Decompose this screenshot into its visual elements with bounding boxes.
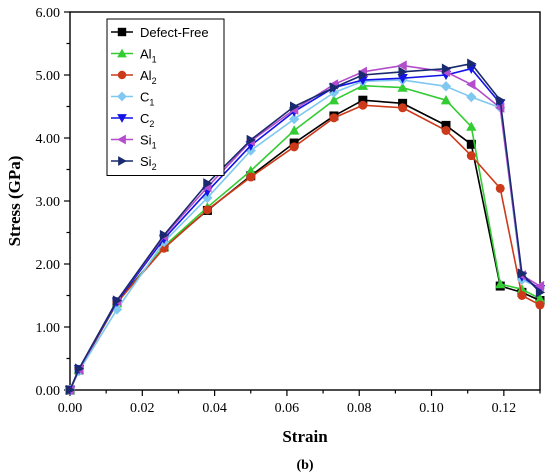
data-point bbox=[466, 79, 476, 90]
data-point bbox=[245, 165, 256, 175]
legend-marker bbox=[117, 114, 127, 123]
data-point bbox=[517, 268, 528, 279]
x-tick-label: 0.00 bbox=[58, 401, 83, 416]
legend-marker bbox=[118, 156, 127, 166]
data-point bbox=[358, 100, 368, 110]
data-point bbox=[441, 125, 451, 135]
data-point bbox=[328, 95, 340, 105]
legend-label: Defect-Free bbox=[140, 25, 209, 40]
data-point bbox=[534, 293, 546, 303]
data-point bbox=[290, 101, 300, 112]
y-tick-label: 2.00 bbox=[36, 258, 61, 273]
legend-marker bbox=[117, 27, 127, 37]
y-tick-label: 5.00 bbox=[36, 69, 61, 84]
data-point bbox=[466, 91, 477, 103]
legend-marker bbox=[117, 48, 127, 58]
data-point bbox=[112, 295, 123, 306]
data-point bbox=[397, 60, 407, 71]
x-tick-label: 0.10 bbox=[419, 401, 444, 416]
data-point bbox=[288, 125, 300, 135]
x-tick-label: 0.08 bbox=[347, 401, 372, 416]
data-point bbox=[246, 172, 256, 182]
data-point bbox=[65, 384, 76, 396]
data-point bbox=[496, 95, 506, 106]
data-point bbox=[441, 63, 452, 74]
data-point bbox=[329, 113, 339, 123]
figure-caption: (b) bbox=[296, 458, 313, 473]
data-point bbox=[398, 66, 408, 78]
data-point bbox=[74, 363, 85, 374]
data-point bbox=[495, 183, 505, 193]
y-axis-title: Stress (GPa) bbox=[5, 156, 24, 247]
data-point bbox=[441, 120, 451, 130]
x-tick-label: 0.02 bbox=[130, 401, 155, 416]
legend-marker bbox=[117, 70, 127, 80]
legend-marker bbox=[117, 91, 127, 102]
data-point bbox=[397, 82, 408, 92]
x-axis-title: Strain bbox=[282, 427, 328, 446]
data-point bbox=[516, 284, 528, 294]
data-point bbox=[246, 134, 256, 146]
data-point bbox=[329, 82, 340, 93]
series-layer bbox=[64, 58, 546, 396]
data-point bbox=[440, 95, 452, 105]
x-tick-label: 0.06 bbox=[275, 401, 300, 416]
data-point bbox=[466, 121, 477, 131]
data-point bbox=[466, 139, 476, 149]
legend-marker bbox=[117, 134, 126, 145]
data-point bbox=[398, 103, 408, 113]
y-tick-label: 1.00 bbox=[36, 321, 61, 336]
data-point bbox=[397, 74, 408, 84]
data-point bbox=[358, 95, 368, 105]
data-point bbox=[535, 300, 545, 310]
data-point bbox=[159, 229, 170, 241]
data-point bbox=[534, 280, 545, 292]
data-point bbox=[289, 142, 299, 152]
legend-item: Defect-Free bbox=[111, 25, 209, 40]
data-point bbox=[517, 291, 527, 300]
x-tick-label: 0.12 bbox=[492, 401, 517, 416]
x-tick-label: 0.04 bbox=[202, 401, 227, 416]
y-tick-label: 3.00 bbox=[36, 195, 61, 210]
y-tick-label: 4.00 bbox=[36, 132, 61, 147]
plot-axes: 0.00 0.02 0.04 0.06 0.08 0.10 0.12 0.00 1.00 2.00… bbox=[36, 6, 541, 416]
data-point bbox=[358, 69, 369, 81]
data-point bbox=[495, 278, 506, 289]
data-point bbox=[440, 81, 452, 92]
y-tick-label: 6.00 bbox=[36, 6, 61, 21]
data-point bbox=[467, 58, 477, 69]
data-point bbox=[288, 113, 300, 125]
data-point bbox=[202, 205, 212, 215]
series-si2 bbox=[65, 58, 546, 396]
data-point bbox=[203, 178, 213, 189]
y-tick-label: 0.00 bbox=[36, 384, 61, 399]
data-point bbox=[466, 151, 476, 161]
data-point bbox=[535, 287, 546, 298]
